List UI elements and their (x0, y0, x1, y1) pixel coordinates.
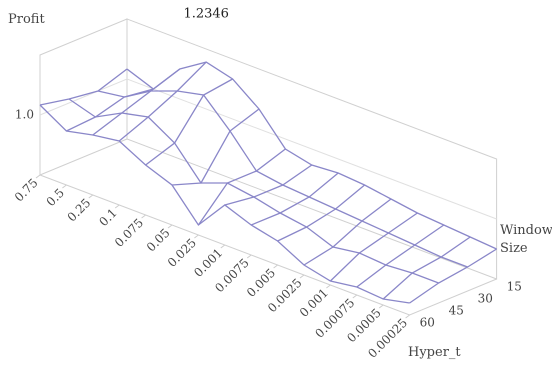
x-tick (88, 194, 94, 199)
x-tick (326, 284, 331, 289)
x-tick-label: 0.025 (165, 236, 199, 270)
x-tick-label: 0.05 (144, 226, 173, 255)
max-label: 1.2346 (183, 7, 229, 22)
z-tick-label: 1.0 (15, 108, 34, 122)
x-tick (378, 304, 384, 309)
x-tick (141, 214, 146, 219)
surface-column (39, 68, 128, 106)
x-tick (352, 294, 358, 299)
floor-edge (39, 174, 497, 316)
side-wall (39, 18, 128, 176)
y-axis-title: Window Size (500, 223, 552, 256)
y-tick-label: 45 (449, 304, 464, 318)
surface-column (66, 88, 154, 132)
surface-column (303, 198, 392, 266)
surface-column (92, 68, 181, 136)
x-tick (273, 264, 278, 269)
surface-column (224, 164, 313, 206)
x-tick (194, 234, 199, 239)
y-tick-label: 60 (420, 316, 435, 330)
surface-column (250, 172, 339, 226)
x-tick-label: 0.005 (244, 266, 278, 300)
x-axis-title: Hyper_t (408, 345, 461, 360)
z-axis-title: Profit (8, 12, 45, 27)
x-tick-label: 0.1 (96, 206, 119, 229)
surface-column (118, 61, 207, 142)
x-tick (167, 224, 173, 229)
x-tick-label: 0.75 (12, 176, 41, 205)
surface-column (356, 224, 445, 288)
x-tick-label: 0.5 (44, 186, 67, 209)
x-tick (220, 244, 226, 249)
y-tick-label: 30 (478, 292, 493, 306)
surface-column (145, 78, 233, 166)
x-tick (299, 274, 305, 279)
x-tick (405, 314, 410, 319)
x-tick-label: 0.25 (65, 196, 94, 225)
surface-column (277, 184, 366, 242)
x-tick (246, 254, 252, 259)
x-tick (35, 174, 41, 179)
surface-column (382, 236, 471, 300)
surface-column (171, 108, 260, 186)
y-tick-label: 15 (507, 280, 522, 294)
x-tick-label: 0.075 (112, 216, 146, 250)
x-tick-label: 0.001 (297, 286, 331, 320)
x-tick (62, 184, 67, 189)
x-tick-label: 0.001 (191, 246, 225, 280)
x-tick (114, 204, 120, 209)
surface-column (197, 148, 286, 226)
surface-column (329, 212, 418, 282)
surface-column (409, 248, 497, 304)
grid-line (39, 78, 497, 220)
